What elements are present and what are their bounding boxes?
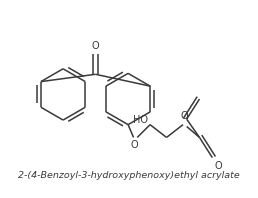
Text: HO: HO <box>133 115 148 126</box>
Text: 2-(4-Benzoyl-3-hydroxyphenoxy)ethyl acrylate: 2-(4-Benzoyl-3-hydroxyphenoxy)ethyl acry… <box>18 171 240 181</box>
Text: O: O <box>214 161 222 171</box>
Text: O: O <box>92 41 99 51</box>
Text: O: O <box>131 140 138 150</box>
Text: O: O <box>180 111 188 121</box>
